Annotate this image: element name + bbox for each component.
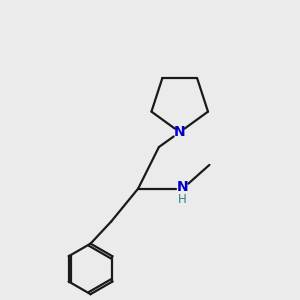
Text: N: N bbox=[174, 125, 185, 139]
Text: N: N bbox=[177, 180, 188, 194]
Text: H: H bbox=[178, 194, 187, 206]
